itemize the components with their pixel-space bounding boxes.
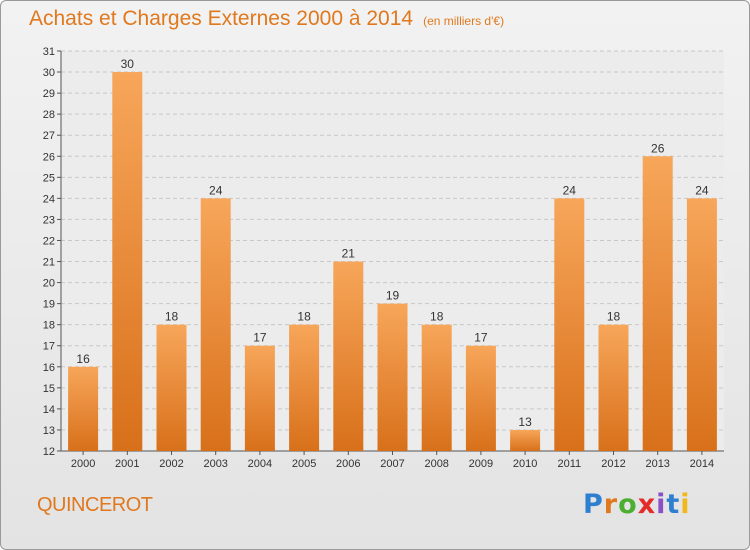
data-label: 24	[209, 183, 223, 197]
bar	[156, 324, 187, 451]
y-tick-label: 22	[43, 235, 55, 247]
x-tick-label: 2011	[557, 458, 581, 470]
bar	[598, 324, 629, 451]
x-tick-label: 2001	[115, 458, 139, 470]
x-tick-label: 2010	[513, 458, 537, 470]
bar	[377, 303, 408, 451]
x-tick-label: 2002	[159, 458, 183, 470]
x-tick-label: 2014	[690, 458, 714, 470]
data-label: 18	[297, 310, 311, 324]
bar	[465, 345, 496, 451]
y-tick-label: 24	[43, 193, 55, 205]
data-label: 19	[386, 289, 400, 303]
data-label: 18	[165, 310, 179, 324]
data-label: 17	[253, 331, 267, 345]
y-tick-label: 16	[43, 362, 55, 374]
logo-letter: x	[637, 489, 657, 520]
logo-letter: o	[618, 489, 638, 520]
y-tick-label: 28	[43, 109, 55, 121]
bar	[200, 198, 231, 451]
data-label: 24	[563, 183, 577, 197]
x-tick-label: 2005	[292, 458, 316, 470]
data-label: 13	[518, 415, 532, 429]
x-tick-label: 2000	[71, 458, 95, 470]
x-tick-label: 2006	[336, 458, 360, 470]
x-tick-label: 2012	[601, 458, 625, 470]
x-tick-label: 2009	[469, 458, 493, 470]
logo-letter: i	[656, 489, 667, 520]
logo-letter: r	[603, 489, 619, 520]
x-tick-label: 2008	[424, 458, 448, 470]
bar	[642, 156, 673, 451]
logo-letter: t	[666, 489, 681, 520]
logo-letter: P	[583, 489, 604, 520]
data-label: 16	[76, 352, 90, 366]
y-tick-label: 23	[43, 214, 55, 226]
bar	[510, 429, 541, 451]
data-label: 26	[651, 141, 665, 155]
data-label: 18	[607, 310, 621, 324]
y-tick-label: 17	[43, 341, 55, 353]
y-tick-label: 13	[43, 425, 55, 437]
y-tick-label: 20	[43, 278, 55, 290]
data-label: 18	[430, 310, 444, 324]
y-tick-label: 12	[43, 446, 55, 458]
chart-subtitle: (en milliers d'€)	[423, 14, 505, 28]
y-tick-label: 26	[43, 151, 55, 163]
x-tick-label: 2007	[380, 458, 404, 470]
bar	[112, 72, 143, 451]
chart-title-text: Achats et Charges Externes 2000 à 2014	[29, 7, 414, 30]
y-tick-label: 30	[43, 67, 55, 79]
bar	[289, 324, 320, 451]
chart-title: Achats et Charges Externes 2000 à 2014 (e…	[29, 7, 504, 31]
x-tick-label: 2003	[203, 458, 227, 470]
y-tick-label: 29	[43, 88, 55, 100]
data-label: 17	[474, 331, 488, 345]
y-tick-label: 19	[43, 299, 55, 311]
x-tick-label: 2004	[248, 458, 272, 470]
data-label: 30	[121, 57, 135, 71]
data-label: 21	[342, 247, 356, 261]
bar	[554, 198, 585, 451]
bar	[333, 261, 364, 451]
bar	[244, 345, 275, 451]
bar	[686, 198, 717, 451]
bar	[68, 366, 99, 451]
y-tick-label: 18	[43, 320, 55, 332]
y-tick-label: 14	[43, 404, 55, 416]
data-label: 24	[695, 183, 709, 197]
logo-letter: i	[680, 489, 691, 520]
y-tick-label: 31	[43, 46, 55, 58]
commune-name: QUINCEROT	[37, 494, 153, 516]
y-tick-label: 27	[43, 130, 55, 142]
y-tick-label: 15	[43, 383, 55, 395]
x-tick-label: 2013	[645, 458, 669, 470]
bar	[421, 324, 452, 451]
proxiti-logo: Proxiti	[583, 489, 691, 520]
y-tick-label: 21	[43, 257, 55, 269]
y-tick-label: 25	[43, 172, 55, 184]
